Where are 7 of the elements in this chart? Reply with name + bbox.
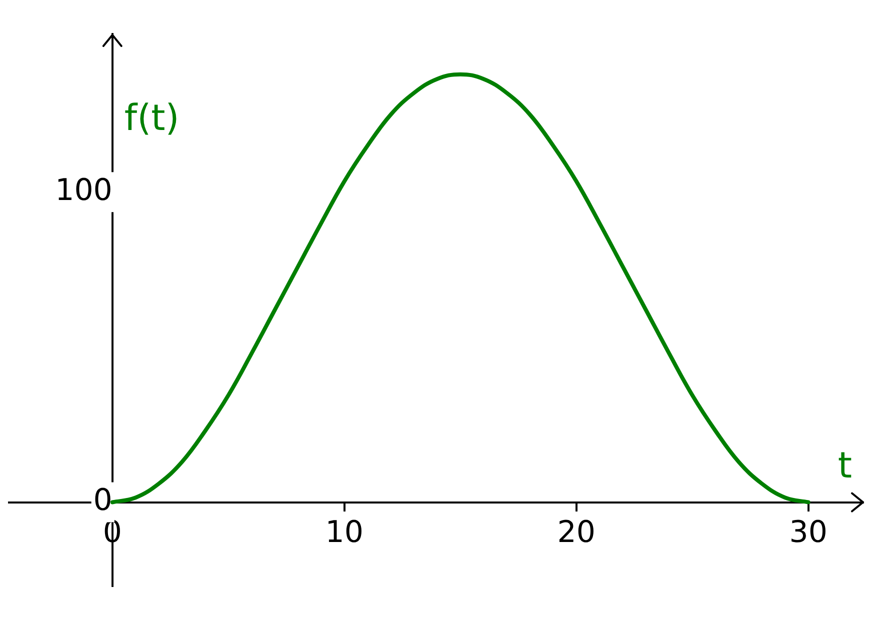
y-tick-label: 100 (55, 172, 112, 208)
line-series (110, 72, 810, 504)
x-tick-label: 10 (325, 515, 364, 550)
y-axis-title: f(t) (124, 98, 180, 140)
x-tick-label: 30 (789, 515, 828, 550)
x-axis-title: t (838, 445, 852, 486)
x-tick-label: 20 (557, 515, 596, 550)
